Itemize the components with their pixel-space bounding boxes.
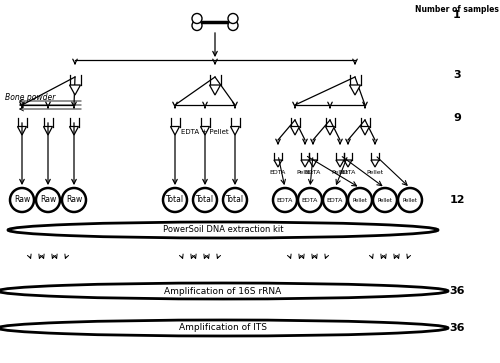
- Polygon shape: [350, 85, 360, 95]
- Text: EDTA: EDTA: [340, 170, 356, 175]
- Circle shape: [348, 188, 372, 212]
- Text: PowerSoil DNA extraction kit: PowerSoil DNA extraction kit: [163, 225, 283, 234]
- Text: 36: 36: [449, 323, 465, 333]
- Text: 1: 1: [453, 10, 461, 20]
- Ellipse shape: [8, 222, 438, 238]
- Polygon shape: [70, 126, 78, 135]
- Circle shape: [36, 188, 60, 212]
- Text: EDTA: EDTA: [305, 170, 321, 175]
- Text: Raw: Raw: [40, 196, 56, 204]
- Circle shape: [323, 188, 347, 212]
- Text: Raw: Raw: [14, 196, 30, 204]
- Circle shape: [192, 20, 202, 30]
- Circle shape: [273, 188, 297, 212]
- Text: Amplification of 16S rRNA: Amplification of 16S rRNA: [164, 286, 282, 295]
- Polygon shape: [344, 160, 352, 167]
- Circle shape: [398, 188, 422, 212]
- Circle shape: [62, 188, 86, 212]
- Polygon shape: [290, 126, 300, 135]
- Circle shape: [228, 20, 238, 30]
- Text: 36: 36: [449, 286, 465, 296]
- Text: Pellet: Pellet: [366, 170, 384, 175]
- Text: Pellet: Pellet: [296, 170, 314, 175]
- Polygon shape: [309, 160, 317, 167]
- Polygon shape: [200, 126, 209, 135]
- Polygon shape: [44, 126, 52, 135]
- Circle shape: [223, 188, 247, 212]
- Circle shape: [193, 188, 217, 212]
- Circle shape: [10, 188, 34, 212]
- Ellipse shape: [0, 320, 448, 336]
- Text: Total: Total: [226, 196, 244, 204]
- Circle shape: [163, 188, 187, 212]
- Polygon shape: [70, 85, 80, 95]
- Text: 12: 12: [449, 195, 465, 205]
- Text: Pellet: Pellet: [352, 197, 368, 203]
- Polygon shape: [301, 160, 309, 167]
- Text: Total: Total: [196, 196, 214, 204]
- Text: Total: Total: [166, 196, 184, 204]
- Text: EDTA: EDTA: [270, 170, 286, 175]
- Text: 9: 9: [453, 113, 461, 123]
- Text: EDTA: EDTA: [327, 197, 343, 203]
- Circle shape: [228, 13, 238, 24]
- Polygon shape: [360, 126, 370, 135]
- Text: Pellet: Pellet: [378, 197, 392, 203]
- Text: EDTA + Pellet: EDTA + Pellet: [181, 129, 229, 135]
- Text: Pellet: Pellet: [332, 170, 348, 175]
- Polygon shape: [371, 160, 379, 167]
- Text: EDTA: EDTA: [302, 197, 318, 203]
- Text: Bone powder: Bone powder: [5, 93, 56, 102]
- Ellipse shape: [0, 283, 448, 299]
- Polygon shape: [210, 85, 220, 95]
- Text: Number of samples: Number of samples: [415, 5, 499, 14]
- Circle shape: [298, 188, 322, 212]
- Polygon shape: [230, 126, 239, 135]
- Text: Pellet: Pellet: [402, 197, 417, 203]
- Circle shape: [192, 13, 202, 24]
- Polygon shape: [336, 160, 344, 167]
- Circle shape: [373, 188, 397, 212]
- Polygon shape: [274, 160, 282, 167]
- Text: 3: 3: [453, 70, 461, 80]
- Text: EDTA: EDTA: [277, 197, 293, 203]
- Polygon shape: [326, 126, 334, 135]
- Text: Amplification of ITS: Amplification of ITS: [179, 323, 267, 333]
- Polygon shape: [18, 126, 26, 135]
- Text: Raw: Raw: [66, 196, 82, 204]
- Polygon shape: [170, 126, 179, 135]
